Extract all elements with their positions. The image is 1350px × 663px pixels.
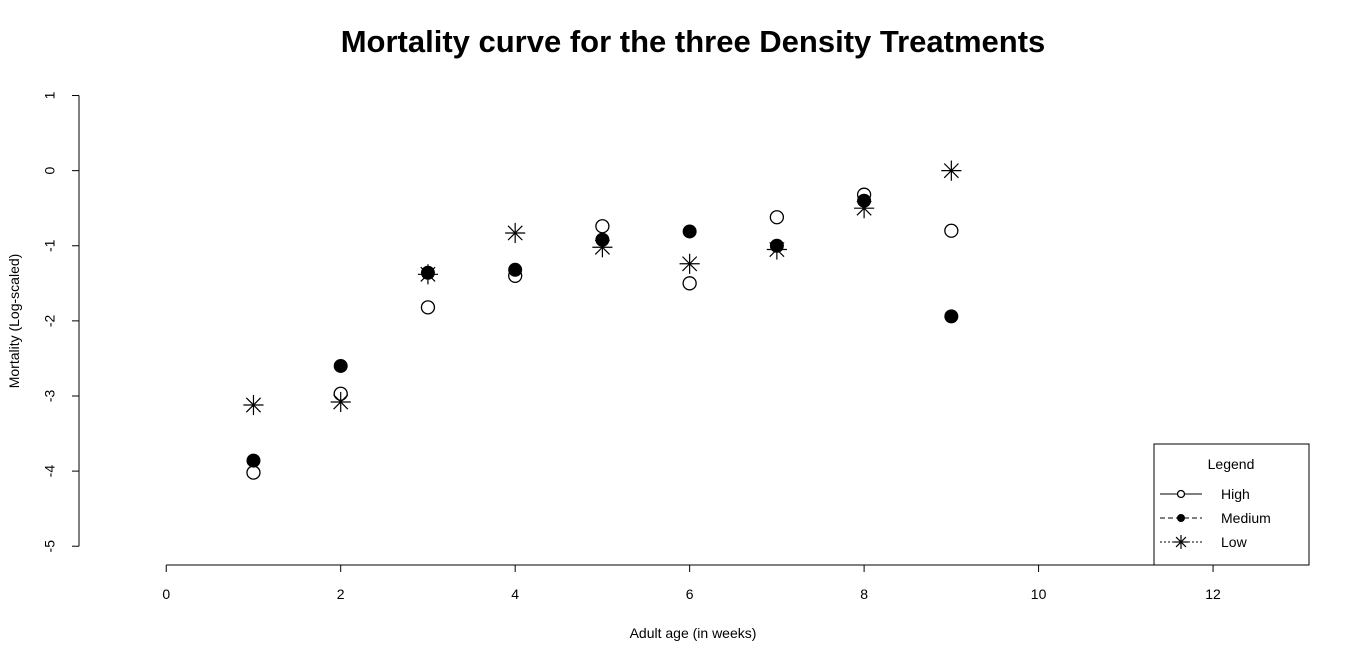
series-medium <box>246 193 959 468</box>
data-point-medium <box>508 262 523 277</box>
chart-title: Mortality curve for the three Density Tr… <box>341 24 1046 59</box>
legend-title: Legend <box>1208 456 1255 472</box>
data-point-low <box>243 394 264 416</box>
x-tick-label: 6 <box>686 586 694 602</box>
data-point-low <box>330 391 351 413</box>
axes: 0 2 4 6 8 10 12 -5 -4 -3 -2 -1 0 1 <box>42 91 1221 602</box>
legend-marker-low <box>1174 535 1188 549</box>
x-tick-label: 12 <box>1205 586 1221 602</box>
y-tick-label: 1 <box>42 91 58 99</box>
x-tick-label: 8 <box>860 586 868 602</box>
x-axis-label: Adult age (in weeks) <box>630 625 757 641</box>
legend-box <box>1153 443 1310 566</box>
data-points <box>243 160 962 480</box>
data-point-low <box>505 222 526 244</box>
data-point-high <box>420 300 436 315</box>
data-point-low <box>766 239 787 260</box>
data-point-low <box>854 198 875 219</box>
y-axis-label: Mortality (Log-scaled) <box>6 254 22 389</box>
data-point-low <box>592 237 613 258</box>
data-point-high <box>682 276 697 291</box>
data-point-medium <box>944 309 959 324</box>
legend-marker-medium <box>1177 514 1185 522</box>
data-point-high <box>246 465 261 480</box>
x-tick-label: 0 <box>162 586 170 602</box>
data-point-high <box>595 219 610 234</box>
x-tick-label: 2 <box>337 586 345 602</box>
legend-label-medium: Medium <box>1221 510 1271 526</box>
data-point-medium <box>246 453 261 468</box>
data-point-high <box>769 210 785 225</box>
data-point-medium <box>333 358 348 373</box>
y-tick-label: -2 <box>42 314 58 327</box>
data-point-low <box>941 160 962 181</box>
legend-items: High Medium Low <box>1160 486 1271 550</box>
legend-label-high: High <box>1221 486 1250 502</box>
series-low <box>243 160 962 416</box>
y-tick-label: 0 <box>42 167 58 175</box>
data-point-medium <box>682 224 697 239</box>
y-tick-label: -3 <box>42 390 58 403</box>
x-tick-label: 10 <box>1031 586 1047 602</box>
legend-marker-high <box>1176 489 1186 499</box>
data-point-high <box>944 223 959 238</box>
legend: Legend High Medium Low <box>1153 443 1310 566</box>
data-point-low <box>679 253 700 274</box>
y-tick-label: -1 <box>42 239 58 252</box>
y-tick-label: -4 <box>42 465 58 478</box>
data-point-low <box>417 264 439 285</box>
legend-label-low: Low <box>1221 534 1248 550</box>
y-tick-label: -5 <box>42 540 58 553</box>
x-tick-label: 4 <box>511 586 519 602</box>
series-high <box>246 187 959 480</box>
